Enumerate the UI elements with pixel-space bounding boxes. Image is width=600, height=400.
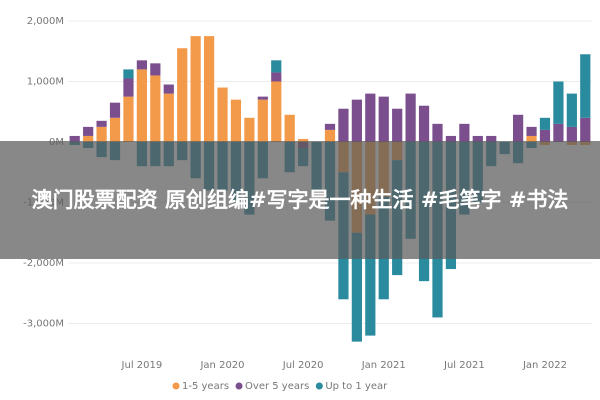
bar-segment	[69, 135, 80, 142]
bar-segment	[203, 36, 215, 142]
bar-segment	[324, 123, 336, 130]
x-tick-label: Jan 2022	[522, 360, 567, 371]
bar-segment	[539, 117, 551, 130]
bar-segment	[257, 96, 268, 100]
bar-segment	[580, 54, 591, 118]
legend-marker	[172, 382, 180, 390]
bar-segment	[351, 232, 362, 342]
bar-segment	[539, 129, 551, 142]
bar-segment	[136, 60, 148, 70]
bar-segment	[324, 129, 336, 142]
bar-segment	[284, 114, 295, 142]
bar-segment	[109, 117, 121, 142]
bar-segment	[472, 135, 483, 142]
bar-segment	[392, 108, 403, 142]
bar-segment	[459, 123, 470, 142]
bar-segment	[553, 81, 564, 124]
bar-segment	[177, 48, 188, 142]
bar-segment	[150, 63, 161, 76]
bar-segment	[365, 93, 376, 142]
y-tick-label: -2,000M	[23, 258, 64, 269]
y-tick-label: -3,000M	[23, 319, 64, 330]
bar-segment	[338, 108, 349, 142]
bar-segment	[271, 72, 282, 82]
bar-segment	[96, 126, 107, 142]
legend-label: Over 5 years	[245, 381, 309, 392]
bar-segment	[365, 214, 376, 336]
bar-segment	[526, 126, 537, 136]
bar-segment	[150, 75, 161, 142]
x-tick-label: Jan 2021	[361, 360, 406, 371]
bar-segment	[163, 84, 174, 94]
bar-segment	[512, 114, 524, 142]
bar-segment	[566, 93, 577, 127]
bar-segment	[123, 78, 134, 97]
y-tick-label: 2,000M	[27, 16, 64, 27]
bar-segment	[109, 102, 121, 118]
overlay-text: 澳门股票配资 原创组编#写字是一种生活 #毛笔字 #书法	[31, 188, 569, 212]
bar-segment	[418, 105, 430, 142]
bar-segment	[123, 96, 134, 142]
bar-segment	[230, 99, 242, 142]
bar-segment	[190, 36, 201, 142]
bar-segment	[96, 120, 107, 127]
y-tick-label: 1,000M	[27, 77, 64, 88]
bar-segment	[271, 60, 282, 73]
bar-segment	[83, 135, 94, 142]
bar-segment	[566, 126, 577, 142]
legend-marker	[315, 382, 323, 390]
bar-segment	[526, 135, 537, 142]
legend-label: 1-5 years	[182, 381, 229, 392]
bar-segment	[271, 81, 282, 142]
bar-segment	[580, 117, 591, 142]
bar-segment	[123, 69, 134, 79]
bar-segment	[244, 117, 255, 142]
bar-segment	[445, 135, 457, 142]
x-tick-label: Jan 2020	[199, 360, 244, 371]
bar-segment	[83, 126, 94, 136]
bar-segment	[405, 93, 416, 142]
bar-segment	[432, 123, 443, 142]
bar-segment	[553, 123, 564, 142]
legend-marker	[235, 382, 243, 390]
bar-segment	[351, 99, 362, 142]
bar-segment	[257, 99, 268, 142]
overlay-banner: 澳门股票配资 原创组编#写字是一种生活 #毛笔字 #书法	[0, 141, 600, 259]
bar-segment	[298, 138, 309, 142]
x-tick-label: Jul 2021	[443, 360, 485, 371]
x-tick-label: Jul 2019	[121, 360, 163, 371]
bar-segment	[486, 135, 497, 142]
legend-label: Up to 1 year	[325, 381, 388, 392]
x-tick-label: Jul 2020	[282, 360, 324, 371]
bar-segment	[378, 96, 389, 142]
bar-segment	[217, 87, 228, 142]
bar-segment	[136, 69, 148, 142]
bar-segment	[163, 93, 174, 142]
